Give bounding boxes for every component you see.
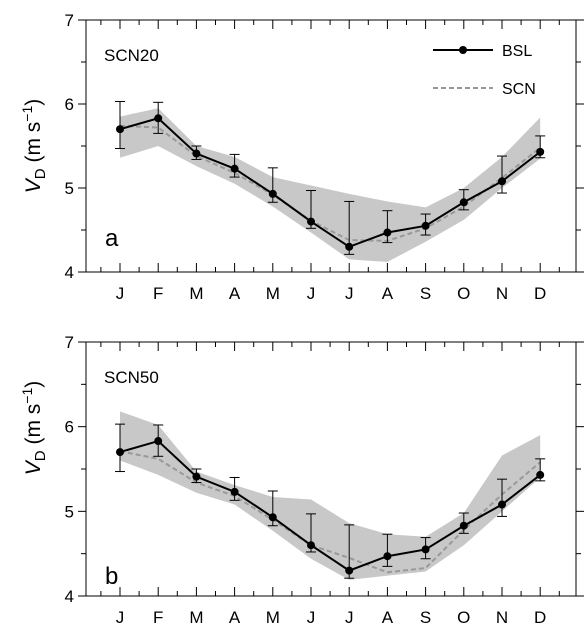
y-tick-label: 7 [65, 333, 74, 352]
x-tick-label: S [420, 284, 431, 303]
x-tick-label: J [307, 284, 316, 303]
x-tick-label: D [534, 608, 546, 627]
bsl-point [268, 189, 277, 198]
x-tick-label: J [116, 284, 125, 303]
bsl-point [459, 521, 468, 530]
x-tick-label: M [266, 608, 280, 627]
bsl-point [383, 552, 392, 561]
legend-scn-label: SCN [502, 81, 536, 98]
y-tick-label: 4 [65, 587, 74, 606]
bsl-point [345, 242, 354, 251]
x-tick-label: O [457, 608, 470, 627]
bsl-point [345, 566, 354, 575]
legend-bsl-label: BSL [502, 43, 532, 60]
legend-bsl-marker [459, 46, 467, 54]
x-tick-label: J [345, 608, 354, 627]
legend: BSL SCN [433, 43, 536, 98]
bsl-point [230, 164, 239, 173]
scn-band-area [120, 108, 541, 262]
y-tick-label: 6 [65, 95, 74, 114]
y-tick-label: 5 [65, 179, 74, 198]
bsl-point [154, 437, 163, 446]
y-tick-label: 5 [65, 502, 74, 521]
panel-a-letter: a [105, 225, 119, 252]
scn-line [119, 450, 541, 574]
bsl-point [154, 114, 163, 123]
bsl-point [536, 470, 545, 479]
x-tick-label: J [116, 608, 125, 627]
x-tick-label: N [496, 284, 508, 303]
bsl-line [119, 439, 541, 572]
x-tick-label: J [307, 608, 316, 627]
panel-a-axes: 4 5 6 7 J F M A M J J A S O N D [65, 11, 584, 303]
panel-b-letter: b [105, 563, 118, 590]
x-tick-label: A [229, 284, 241, 303]
panel-b-scn-band [120, 411, 541, 580]
bsl-point [116, 125, 124, 134]
bsl-point [192, 149, 201, 158]
bsl-point [421, 221, 430, 230]
x-tick-label: F [153, 608, 163, 627]
panel-a: VD (m s−1) 4 5 6 7 J F M A M J J A S O N D SCN20 a BSL … [19, 11, 584, 303]
x-tick-label: A [382, 284, 394, 303]
bsl-point [383, 228, 392, 237]
x-tick-label: S [420, 608, 431, 627]
bsl-point [498, 177, 506, 186]
bsl-point [421, 545, 430, 554]
x-tick-label: N [496, 608, 508, 627]
bsl-point [536, 147, 545, 156]
bsl-point [459, 198, 468, 207]
x-tick-label: D [534, 284, 546, 303]
panel-b: VD (m s−1) 4 5 6 7 J F M A M J J A S O N D SCN50 b [19, 333, 584, 627]
x-tick-label: M [189, 284, 203, 303]
y-tick-label: 7 [65, 11, 74, 30]
panel-a-title: SCN20 [104, 46, 159, 65]
x-tick-label: A [229, 608, 241, 627]
bsl-point [268, 513, 277, 522]
x-tick-label: F [153, 284, 163, 303]
bsl-point [307, 541, 315, 550]
panel-a-bsl-series [115, 100, 546, 255]
y-tick-label: 6 [65, 418, 74, 437]
bsl-point [192, 472, 201, 481]
x-tick-label: A [382, 608, 394, 627]
panel-b-title: SCN50 [104, 368, 159, 387]
bsl-point [230, 487, 239, 496]
bsl-point [498, 500, 506, 509]
bsl-point [307, 217, 315, 226]
panel-b-axes: 4 5 6 7 J F M A M J J A S O N D [65, 333, 584, 627]
x-tick-label: J [345, 284, 354, 303]
bsl-point [116, 448, 124, 457]
x-tick-label: O [457, 284, 470, 303]
y-tick-label: 4 [65, 263, 74, 282]
scn-band-area [120, 411, 541, 580]
bsl-line [119, 117, 541, 248]
x-tick-label: M [266, 284, 280, 303]
panel-a-scn-band [120, 108, 541, 262]
panel-b-bsl-series [115, 423, 546, 579]
panel-b-ylabel: VD (m s−1) [19, 381, 49, 475]
panel-b-scn-line [119, 450, 541, 574]
panel-a-ylabel: VD (m s−1) [19, 99, 49, 193]
x-tick-label: M [189, 608, 203, 627]
